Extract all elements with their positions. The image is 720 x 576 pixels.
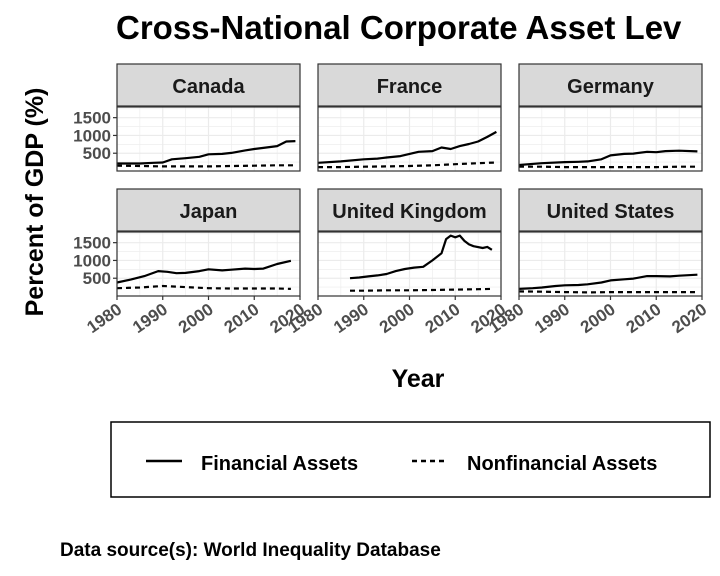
- strip-label-france: France: [377, 76, 443, 98]
- x-tick-label: 1990: [129, 300, 171, 337]
- series-line-france-financial: [317, 130, 497, 164]
- series-line-canada-nonfinancial: [116, 164, 296, 168]
- x-tick-label: 2000: [175, 300, 217, 337]
- x-tick-label: 1980: [83, 300, 125, 337]
- y-axis-title: Percent of GDP (%): [21, 88, 49, 317]
- strip-label-japan: Japan: [180, 201, 238, 223]
- x-axis-title: Year: [392, 365, 445, 393]
- x-tick-label: 2010: [221, 300, 263, 337]
- panel-border-france: [317, 106, 502, 172]
- panel-united-kingdom: United Kingdom: [317, 188, 502, 297]
- y-tick-label: 1500: [73, 234, 111, 253]
- legend-label-financial: Financial Assets: [201, 453, 358, 475]
- panel-france: France: [317, 63, 502, 172]
- panel-united-states: United States: [518, 188, 703, 297]
- y-tick-label: 1000: [73, 251, 111, 270]
- x-tick-label: 2020: [668, 300, 710, 337]
- panel-border-canada: [116, 106, 301, 172]
- y-tick-label: 1500: [73, 109, 111, 128]
- panel-border-germany: [518, 106, 703, 172]
- panel-germany: Germany: [518, 63, 703, 172]
- series-line-united-states-nonfinancial: [518, 290, 698, 294]
- strip-label-canada: Canada: [172, 76, 245, 98]
- series-line-canada-financial: [117, 140, 296, 165]
- strip-germany: [518, 63, 703, 107]
- x-tick-label: 2000: [376, 300, 418, 337]
- legend-box: [110, 421, 711, 498]
- series-line-germany-financial: [518, 149, 698, 167]
- x-tick-label: 2000: [577, 300, 619, 337]
- x-tick-label: 2010: [422, 300, 464, 337]
- legend-label-nonfinancial: Nonfinancial Assets: [467, 453, 657, 475]
- series-line-japan-nonfinancial: [116, 284, 291, 290]
- series-line-united-states-financial: [518, 273, 698, 290]
- strip-label-united-kingdom: United Kingdom: [332, 201, 486, 223]
- strip-united-kingdom: [317, 188, 502, 232]
- y-tick-label: 1000: [73, 126, 111, 145]
- x-tick-label: 2010: [623, 300, 665, 337]
- chart-title: Cross-National Corporate Asset Lev: [116, 9, 682, 46]
- data-source-caption: Data source(s): World Inequality Databas…: [60, 540, 441, 561]
- strip-united-states: [518, 188, 703, 232]
- series-line-united-kingdom-financial: [349, 234, 493, 280]
- panel-canada: Canada: [116, 63, 301, 172]
- series-line-france-nonfinancial: [318, 161, 497, 169]
- strip-label-united-states: United States: [547, 201, 675, 223]
- y-tick-label: 500: [83, 269, 111, 288]
- legend: Financial Assets Nonfinancial Assets: [110, 421, 711, 498]
- strip-label-germany: Germany: [567, 76, 655, 98]
- strip-canada: [116, 63, 301, 107]
- facet-panels: Canada France Germany Japan United Kingdom Un…: [116, 63, 703, 297]
- y-tick-label: 500: [83, 144, 111, 163]
- strip-japan: [116, 188, 301, 232]
- x-tick-label: 1990: [330, 300, 372, 337]
- strip-france: [317, 63, 502, 107]
- series-line-japan-financial: [116, 259, 292, 284]
- panel-japan: Japan: [116, 188, 301, 297]
- x-tick-label: 1990: [531, 300, 573, 337]
